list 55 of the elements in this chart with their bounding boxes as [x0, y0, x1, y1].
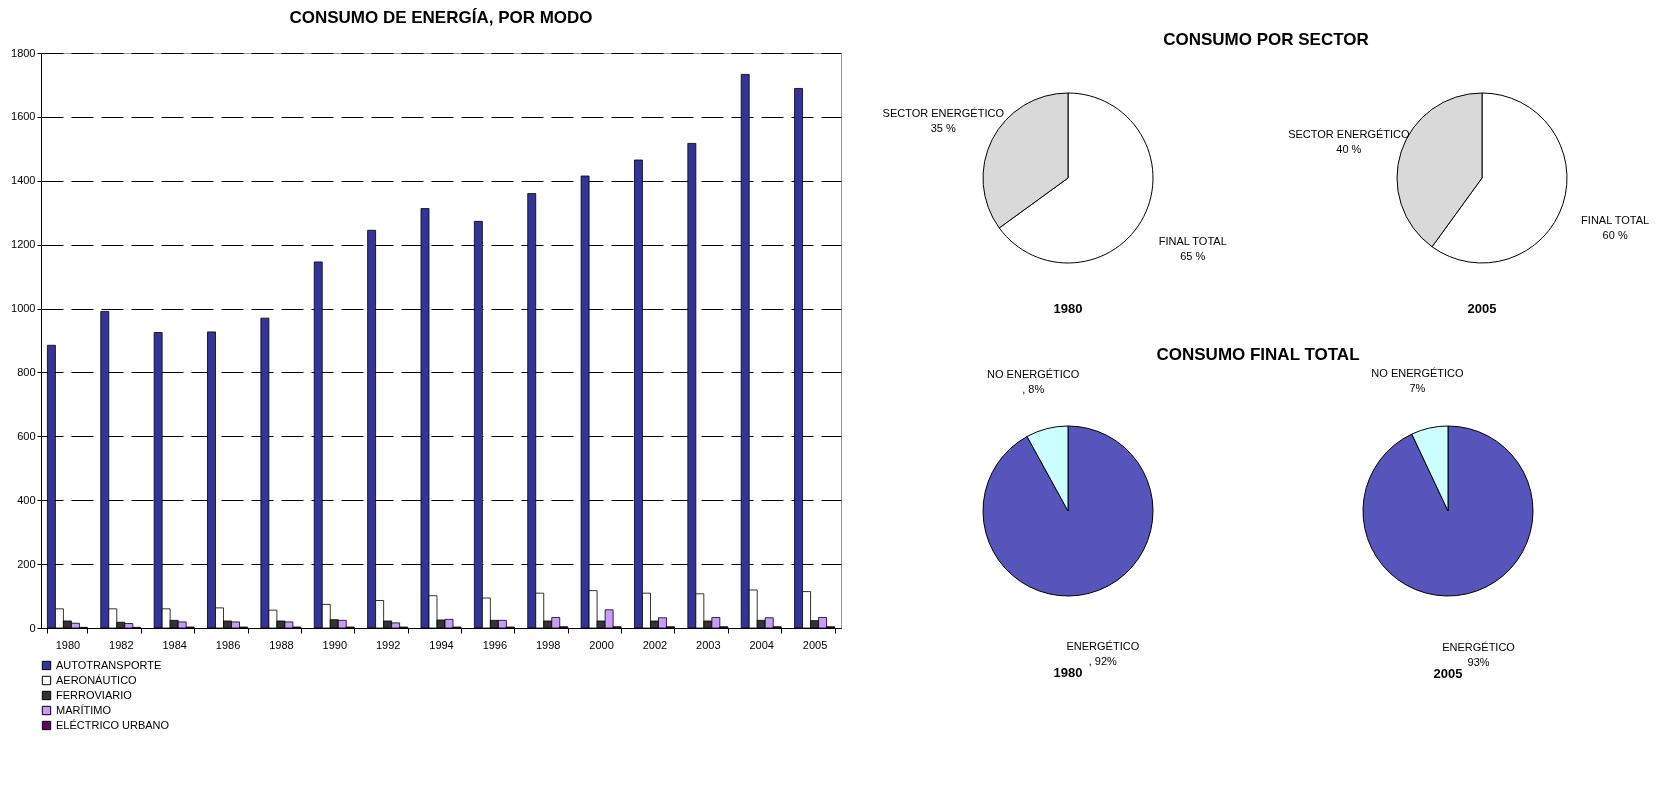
y-tick-label: 1400: [11, 174, 36, 187]
x-tick-label: 2003: [696, 638, 721, 651]
text: CONSUMO FINAL TOTAL: [1156, 345, 1360, 365]
y-tick-label: 1600: [11, 110, 36, 123]
slice-label: NO ENERGÉTICO: [987, 368, 1080, 381]
x-tick-label: 2002: [642, 638, 668, 651]
x-tick-label: 1982: [109, 638, 134, 651]
data-label: 65 %: [1180, 249, 1206, 262]
x-tick-label: 1980: [55, 638, 81, 651]
text: 2005: [1433, 665, 1463, 681]
data-label: , 92%: [1088, 654, 1118, 667]
y-tick-label: 600: [17, 429, 36, 442]
y-tick-label: 400: [17, 493, 36, 506]
legend-label: AUTOTRANSPORTE: [56, 658, 162, 671]
text: 2005: [1467, 301, 1497, 316]
slice-label: FINAL TOTAL: [1581, 214, 1650, 227]
data-label: 40 %: [1336, 142, 1362, 155]
legend-label: MARÍTIMO: [56, 703, 112, 716]
slice-label: SECTOR ENERGÉTICO: [882, 107, 1005, 120]
x-tick-label: 1996: [482, 638, 508, 651]
legend-label: AERONÁUTICO: [56, 673, 138, 686]
slice-label: ENERGÉTICO: [1442, 640, 1516, 653]
y-tick-label: 1800: [11, 46, 36, 59]
pie-slice: [1362, 425, 1534, 597]
y-tick-label: 1200: [11, 238, 36, 251]
text: CONSUMO POR SECTOR: [1163, 30, 1369, 49]
x-tick-label: 1994: [429, 638, 454, 651]
chart-title: CONSUMO DE ENERGÍA, POR MODO: [289, 8, 593, 27]
legend-label: FERROVIARIO: [56, 688, 133, 701]
slice-label: FINAL TOTAL: [1158, 234, 1227, 247]
data-label: 93%: [1467, 655, 1490, 668]
y-tick-label: 800: [17, 365, 36, 378]
data-label: 60 %: [1602, 229, 1628, 242]
text: 1980: [1053, 301, 1083, 316]
y-tick-label: 0: [29, 621, 36, 634]
x-tick-label: 2005: [802, 638, 828, 651]
x-tick-label: 1988: [269, 638, 294, 651]
slice-label: ENERGÉTICO: [1066, 639, 1140, 652]
x-tick-label: 2004: [749, 638, 774, 651]
x-tick-label: 1984: [162, 638, 187, 651]
text: 1980: [1053, 664, 1083, 680]
slice-label: NO ENERGÉTICO: [1371, 367, 1465, 380]
data-label: , 8%: [1022, 383, 1045, 396]
y-tick-label: 1000: [11, 302, 36, 315]
data-label: 7%: [1409, 382, 1426, 395]
x-tick-label: 1986: [215, 638, 241, 651]
data-label: 35 %: [930, 122, 957, 135]
x-tick-label: 1998: [536, 638, 561, 651]
x-tick-label: 1990: [322, 638, 347, 651]
x-tick-label: 2000: [589, 638, 614, 651]
legend-label: ELÉCTRICO URBANO: [56, 718, 170, 731]
pie-slice: [982, 425, 1154, 597]
y-tick-label: 200: [17, 557, 36, 570]
slice-label: SECTOR ENERGÉTICO: [1288, 127, 1410, 140]
x-tick-label: 1992: [375, 638, 401, 651]
